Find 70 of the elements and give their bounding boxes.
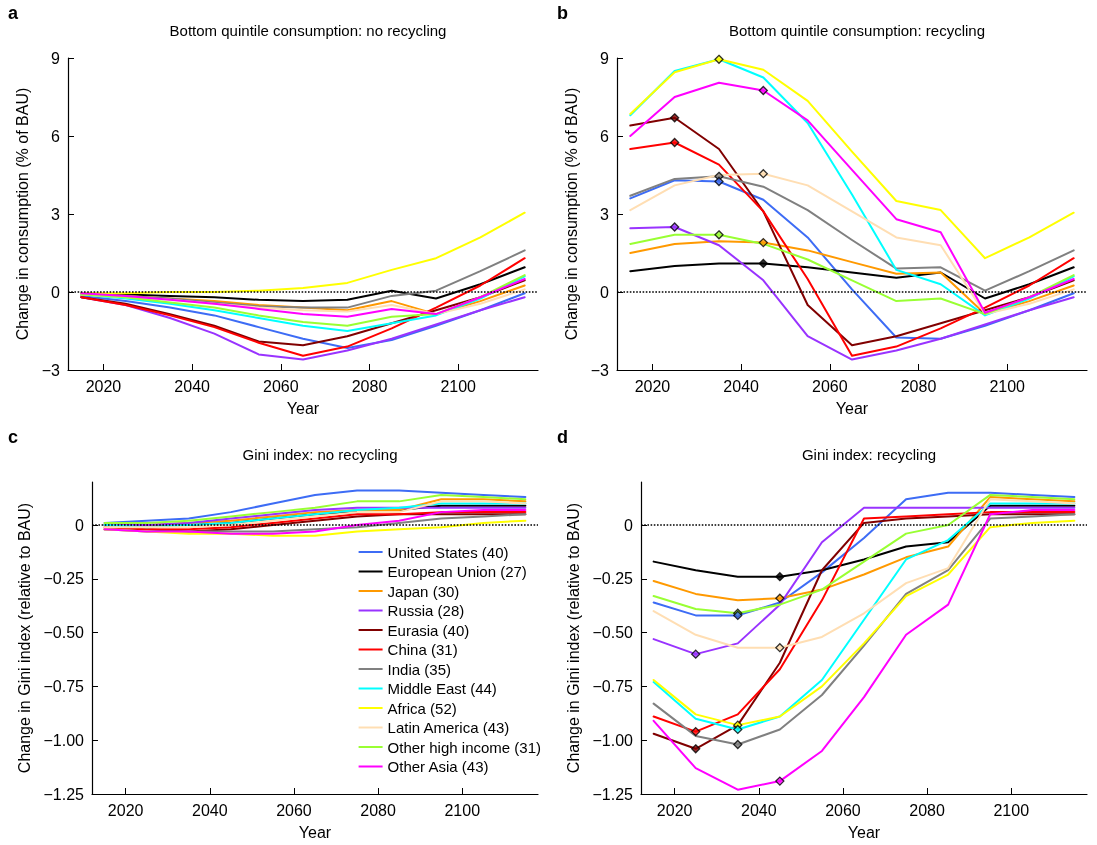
y-tick-label: −3 <box>41 361 61 379</box>
x-tick-label: 2100 <box>989 377 1026 395</box>
x-tick-label: 2060 <box>812 377 848 395</box>
legend-label: Other Asia (43) <box>387 758 489 775</box>
legend-label: India (35) <box>387 660 451 678</box>
x-tick-label: 2040 <box>723 377 760 395</box>
legend-label: Other high income (31) <box>387 738 541 756</box>
text: d <box>557 427 568 447</box>
y-axis-title: Change in consumption (% of BAU) <box>563 87 581 341</box>
legend-label: Africa (52) <box>387 699 457 717</box>
x-tick-label: 2020 <box>85 377 122 395</box>
x-tick-label: 2080 <box>900 377 937 395</box>
x-axis-title: Year <box>298 823 332 841</box>
y-tick-label: 0 <box>75 516 85 534</box>
y-tick-label: 3 <box>600 205 610 223</box>
x-tick-label: 2040 <box>192 801 228 819</box>
y-tick-label: −0.25 <box>43 570 85 588</box>
y-tick-label: −0.50 <box>592 624 634 642</box>
x-tick-label: 2020 <box>107 801 144 819</box>
chart-title: Gini index: no recycling <box>242 446 398 463</box>
y-tick-label: −1.00 <box>43 731 85 749</box>
y-tick-label: −0.50 <box>43 624 85 642</box>
y-tick-label: −0.75 <box>43 677 85 695</box>
x-axis-title: Year <box>835 399 869 417</box>
y-tick-label: 6 <box>51 127 61 145</box>
legend-label: Latin America (43) <box>387 719 510 736</box>
x-tick-label: 2040 <box>741 801 777 819</box>
y-tick-label: 9 <box>600 49 610 67</box>
chart-title: Bottom quintile consumption: no recycling <box>169 22 447 39</box>
y-tick-label: −0.25 <box>592 570 634 588</box>
y-axis-title: Change in consumption (% of BAU) <box>14 87 32 341</box>
x-tick-label: 2080 <box>360 801 397 819</box>
y-axis-title: Change in Gini index (relative to BAU) <box>565 502 583 774</box>
y-tick-label: −0.75 <box>592 677 634 695</box>
text: c <box>8 427 19 447</box>
x-tick-label: 2020 <box>656 801 693 819</box>
y-tick-label: −1.25 <box>592 785 634 803</box>
y-tick-label: −1.00 <box>592 731 634 749</box>
x-tick-label: 2060 <box>263 377 299 395</box>
x-tick-label: 2080 <box>909 801 946 819</box>
text: b <box>557 3 568 23</box>
x-axis-title: Year <box>847 823 881 841</box>
x-tick-label: 2080 <box>351 377 388 395</box>
y-axis-title: Change in Gini index (relative to BAU) <box>16 502 34 774</box>
chart-title: Gini index: recycling <box>801 446 937 463</box>
y-tick-label: 6 <box>600 127 610 145</box>
legend-label: Middle East (44) <box>387 680 497 697</box>
y-tick-label: −1.25 <box>43 785 85 803</box>
x-tick-label: 2060 <box>825 801 861 819</box>
y-tick-label: 0 <box>51 283 61 301</box>
x-tick-label: 2020 <box>634 377 671 395</box>
legend-label: Eurasia (40) <box>387 621 470 639</box>
chart-title: Bottom quintile consumption: recycling <box>729 22 985 39</box>
text: a <box>8 3 19 23</box>
x-tick-label: 2060 <box>276 801 312 819</box>
y-tick-label: 0 <box>600 283 610 301</box>
legend-label: Japan (30) <box>387 582 460 600</box>
legend-label: United States (40) <box>387 543 509 561</box>
x-tick-label: 2100 <box>993 801 1030 819</box>
x-tick-label: 2040 <box>174 377 211 395</box>
x-tick-label: 2100 <box>440 377 477 395</box>
legend-label: Russia (28) <box>387 602 465 619</box>
y-tick-label: 9 <box>51 49 61 67</box>
legend-label: China (31) <box>387 641 458 658</box>
y-tick-label: 0 <box>624 516 634 534</box>
legend-label: European Union (27) <box>387 563 527 580</box>
x-axis-title: Year <box>286 399 320 417</box>
x-tick-label: 2100 <box>444 801 481 819</box>
y-tick-label: 3 <box>51 205 61 223</box>
y-tick-label: −3 <box>590 361 610 379</box>
